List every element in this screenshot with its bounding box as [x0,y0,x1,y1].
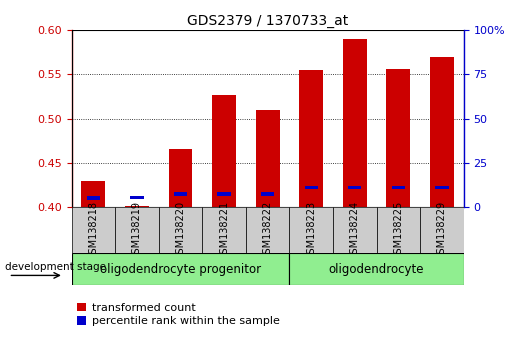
Text: GSM138229: GSM138229 [437,200,447,260]
Text: development stage: development stage [5,262,107,272]
Bar [169,149,192,207]
Bar [392,186,405,189]
Text: GSM138222: GSM138222 [263,200,272,260]
Bar [87,196,100,200]
Title: GDS2379 / 1370733_at: GDS2379 / 1370733_at [187,14,348,28]
Bar [289,253,464,285]
Bar [305,186,318,189]
Bar [72,253,289,285]
Bar [246,207,289,253]
Bar [158,207,202,253]
Bar [115,207,158,253]
Bar [348,186,361,189]
Bar [212,95,236,207]
Bar [202,207,246,253]
Bar [430,57,454,207]
Bar [343,39,367,207]
Bar [386,69,410,207]
Text: GSM138225: GSM138225 [393,200,403,260]
Bar [435,186,448,189]
Bar [82,181,105,207]
Bar [130,196,144,199]
Bar [377,207,420,253]
Text: GSM138221: GSM138221 [219,200,229,260]
Text: GSM138224: GSM138224 [350,200,360,260]
Bar [289,207,333,253]
Text: GSM138219: GSM138219 [132,201,142,259]
Text: GSM138220: GSM138220 [175,200,186,260]
Bar [261,192,274,195]
Text: oligodendrocyte progenitor: oligodendrocyte progenitor [100,263,261,275]
Bar [299,70,323,207]
Text: GSM138218: GSM138218 [89,201,99,259]
Bar [217,192,231,195]
Legend: transformed count, percentile rank within the sample: transformed count, percentile rank withi… [77,303,279,326]
Bar [72,207,115,253]
Bar [125,206,149,207]
Bar [333,207,377,253]
Text: GSM138223: GSM138223 [306,200,316,260]
Bar [420,207,464,253]
Bar [255,110,280,207]
Text: oligodendrocyte: oligodendrocyte [329,263,425,275]
Bar [174,192,187,195]
